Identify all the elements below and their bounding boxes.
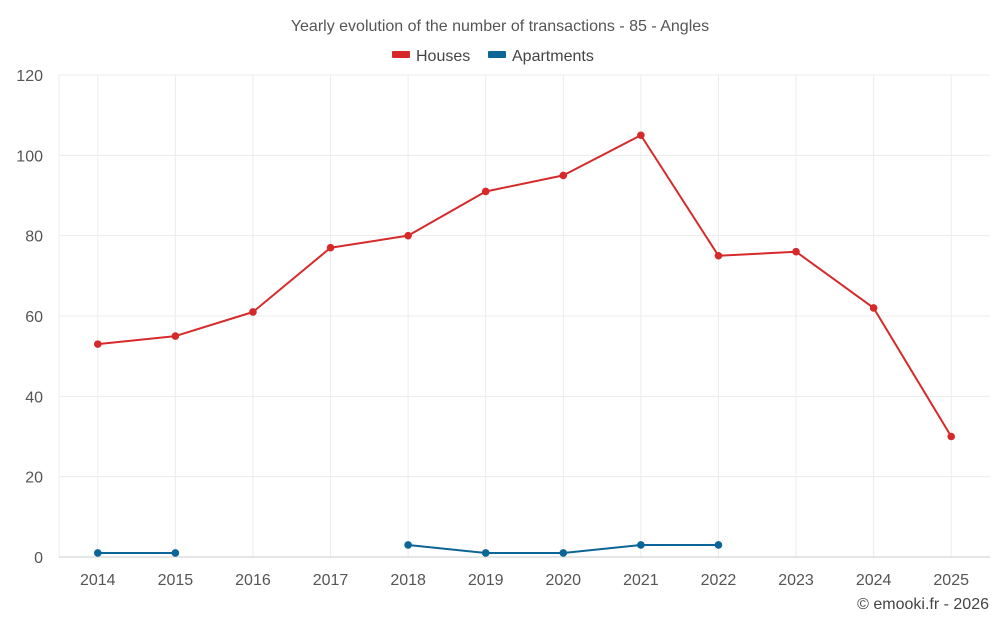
- series: [93, 131, 956, 557]
- x-tick-label: 2024: [856, 572, 892, 589]
- x-tick-label: 2014: [80, 572, 116, 589]
- series-houses: [93, 131, 956, 441]
- data-point-houses[interactable]: [481, 187, 490, 196]
- data-point-houses[interactable]: [792, 247, 800, 256]
- x-tick-label: 2022: [701, 572, 737, 589]
- data-point-houses[interactable]: [404, 231, 412, 240]
- legend-item-houses[interactable]: Houses: [392, 48, 470, 65]
- data-point-apartments[interactable]: [714, 541, 723, 549]
- data-point-apartments[interactable]: [559, 549, 568, 557]
- y-tick-label: 80: [25, 229, 43, 246]
- data-point-houses[interactable]: [637, 131, 645, 140]
- data-point-apartments[interactable]: [93, 549, 102, 557]
- y-tick-label: 40: [25, 389, 43, 406]
- x-tick-label: 2016: [235, 572, 271, 589]
- y-tick-label: 0: [34, 550, 43, 567]
- x-tick-label: 2021: [623, 572, 659, 589]
- y-tick-label: 100: [16, 148, 43, 165]
- data-point-houses[interactable]: [249, 308, 257, 316]
- data-point-apartments[interactable]: [171, 549, 180, 557]
- chart-title: Yearly evolution of the number of transa…: [291, 18, 709, 35]
- series-line-houses: [97, 134, 953, 438]
- legend-item-apartments[interactable]: Apartments: [488, 48, 594, 65]
- y-tick-label: 120: [16, 68, 43, 85]
- legend-swatch-houses: [392, 51, 410, 58]
- legend-label-apartments: Apartments: [512, 48, 594, 65]
- x-tick-label: 2023: [778, 572, 814, 589]
- y-tick-label: 60: [25, 309, 43, 326]
- x-tick-label: 2018: [390, 572, 426, 589]
- data-point-houses[interactable]: [869, 304, 878, 312]
- data-point-apartments[interactable]: [404, 541, 412, 549]
- data-point-houses[interactable]: [171, 332, 180, 340]
- data-point-apartments[interactable]: [637, 541, 645, 549]
- x-tick-label: 2015: [158, 572, 194, 589]
- x-tick-label: 2019: [468, 572, 504, 589]
- y-tick-label: 20: [25, 470, 43, 487]
- data-point-houses[interactable]: [947, 432, 956, 441]
- legend-swatch-apartments: [488, 51, 506, 58]
- x-tick-label: 2020: [545, 572, 581, 589]
- y-axis: 0 20 40 60 80 100 120: [16, 68, 43, 567]
- credit: © emooki.fr - 2026: [857, 596, 989, 613]
- legend-label-houses: Houses: [416, 48, 470, 65]
- series-apartments: [93, 541, 723, 557]
- data-point-houses[interactable]: [559, 171, 568, 180]
- data-point-houses[interactable]: [93, 340, 102, 348]
- grid: [58, 74, 990, 557]
- data-point-apartments[interactable]: [481, 549, 490, 557]
- x-tick-label: 2017: [313, 572, 349, 589]
- data-point-houses[interactable]: [714, 251, 723, 260]
- legend: Houses Apartments: [392, 48, 594, 65]
- x-axis: 2014 2015 2016 2017 2018 2019 2020 2021 2022 2023…: [59, 556, 990, 589]
- x-tick-label: 2025: [933, 572, 969, 589]
- data-point-houses[interactable]: [326, 243, 335, 252]
